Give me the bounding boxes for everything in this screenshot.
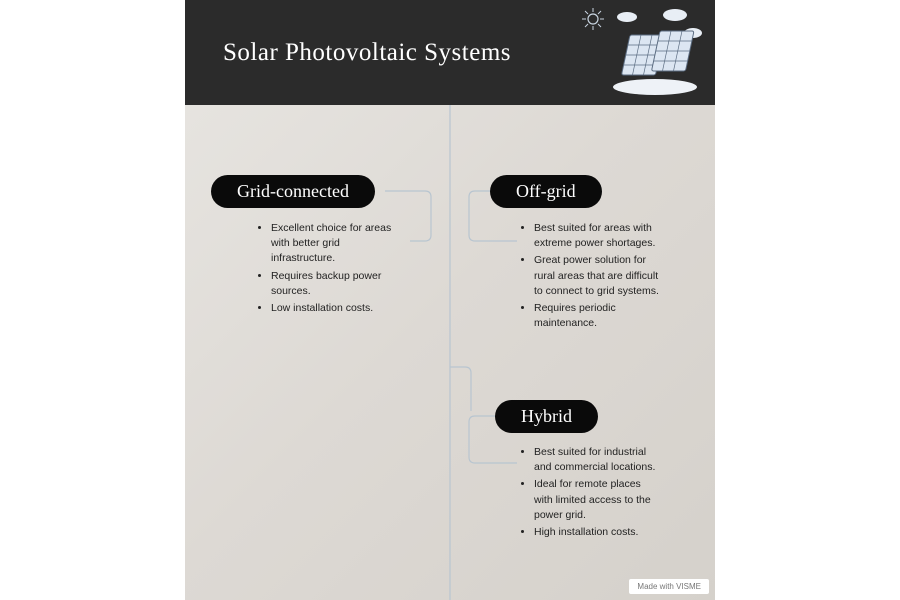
body-area: Grid-connected Excellent choice for area… [185, 105, 715, 600]
category-pill-off-grid: Off-grid [490, 175, 602, 208]
bullet-item: Great power solution for rural areas tha… [534, 253, 660, 299]
category-pill-grid-connected: Grid-connected [211, 175, 375, 208]
bullet-item: Requires backup power sources. [271, 269, 397, 299]
watermark: Made with VISME [629, 579, 709, 594]
bullet-item: Best suited for areas with extreme power… [534, 221, 660, 251]
page-title: Solar Photovoltaic Systems [223, 39, 511, 67]
bullet-item: Requires periodic maintenance. [534, 301, 660, 331]
infographic-canvas: Solar Photovoltaic Systems [185, 0, 715, 600]
category-bullets-hybrid: Best suited for industrial and commercia… [520, 445, 660, 542]
solar-panel-illustration [575, 5, 705, 100]
bullet-item: High installation costs. [534, 525, 660, 540]
bullet-item: Low installation costs. [271, 301, 397, 316]
bullet-item: Ideal for remote places with limited acc… [534, 477, 660, 523]
bullet-item: Best suited for industrial and commercia… [534, 445, 660, 475]
category-bullets-off-grid: Best suited for areas with extreme power… [520, 221, 660, 334]
header: Solar Photovoltaic Systems [185, 0, 715, 105]
bullet-item: Excellent choice for areas with better g… [271, 221, 397, 267]
category-bullets-grid-connected: Excellent choice for areas with better g… [257, 221, 397, 318]
category-pill-hybrid: Hybrid [495, 400, 598, 433]
